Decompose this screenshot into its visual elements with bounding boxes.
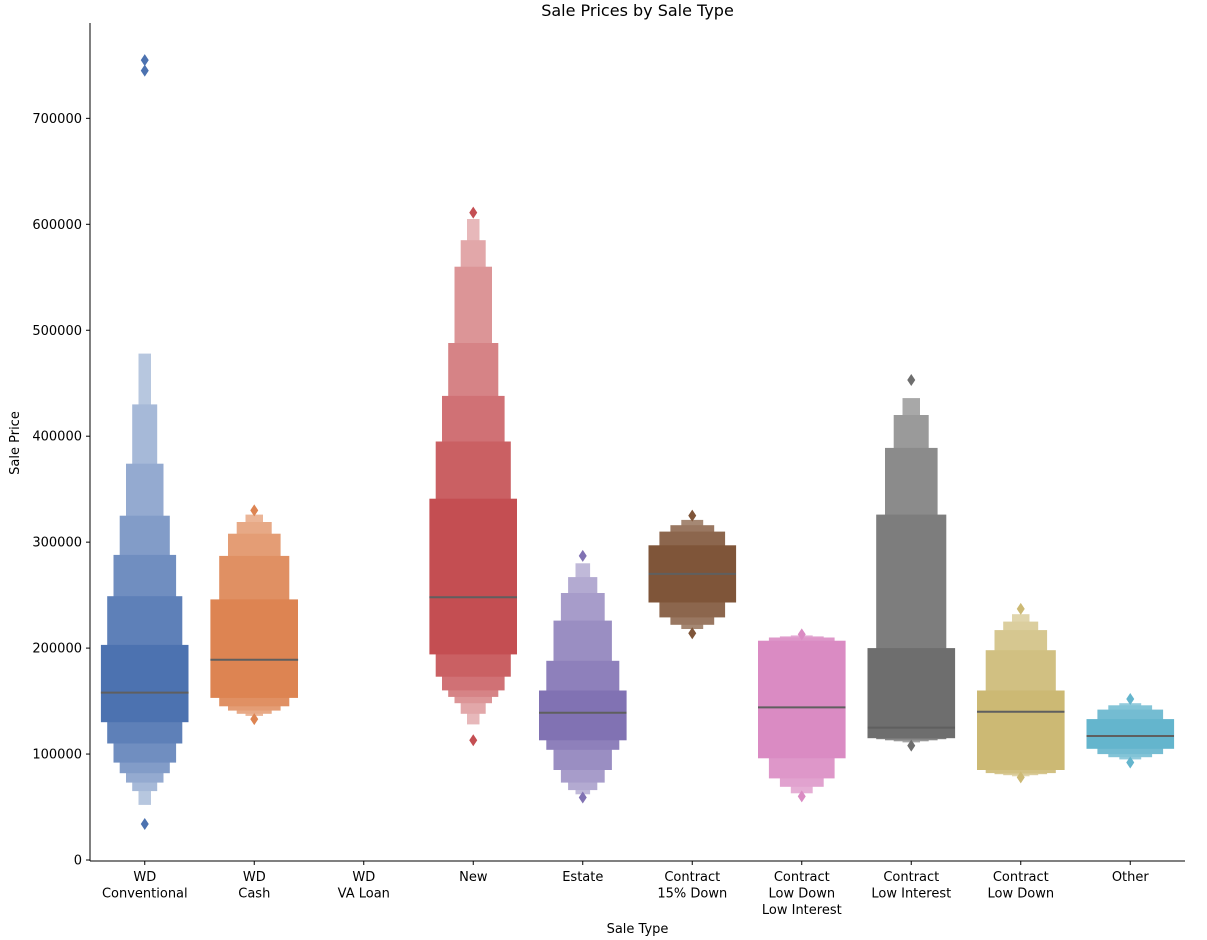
y-tick-label: 300000: [32, 536, 82, 551]
category-group: [100, 54, 189, 830]
outlier-point: [1016, 771, 1025, 784]
boxen-box: [539, 690, 627, 741]
x-tick-label: Cash: [238, 887, 270, 902]
category-group: [539, 549, 627, 804]
boxen-box: [977, 690, 1065, 770]
boxen-box: [1086, 719, 1175, 749]
x-tick-label: Other: [1112, 870, 1150, 885]
outlier-point: [578, 791, 587, 804]
axes: WD Conventional WD Cash WD VA Loan New Estate Co…: [32, 23, 1185, 918]
boxen-box: [867, 648, 956, 739]
x-tick-label: Contract: [664, 870, 720, 885]
y-tick-label: 100000: [32, 748, 82, 763]
outlier-point: [578, 549, 587, 562]
outlier-point: [469, 734, 478, 747]
outlier-point: [797, 790, 806, 803]
x-tick-label: Contract: [993, 870, 1049, 885]
outlier-point: [688, 627, 697, 640]
boxen-box: [429, 498, 517, 655]
y-tick-label: 700000: [32, 112, 82, 127]
category-group: [210, 504, 299, 726]
category-group: [977, 602, 1065, 784]
x-tick-label: VA Loan: [338, 887, 390, 902]
x-tick-label: 15% Down: [657, 887, 727, 902]
outlier-point: [1126, 756, 1135, 769]
outlier-point: [250, 713, 259, 726]
x-tick-label: Low Down: [988, 887, 1055, 902]
category-group: [758, 628, 846, 803]
category-group: [648, 509, 737, 640]
category-group: [1086, 692, 1175, 769]
y-tick-label: 600000: [32, 218, 82, 233]
y-tick-label: 500000: [32, 324, 82, 339]
y-tick-label: 400000: [32, 430, 82, 445]
x-tick-label: Contract: [883, 870, 939, 885]
category-group: [429, 206, 517, 747]
x-tick-label: WD: [352, 870, 375, 885]
outlier-point: [907, 374, 916, 387]
outlier-point: [797, 628, 806, 641]
category-group: [867, 374, 956, 752]
outlier-point: [140, 54, 149, 67]
outlier-point: [1126, 692, 1135, 705]
x-tick-label: Low Interest: [762, 903, 842, 918]
x-tick-label: WD: [133, 870, 156, 885]
outlier-point: [469, 206, 478, 219]
y-tick-label: 0: [74, 854, 82, 869]
x-tick-label: New: [459, 870, 488, 885]
outlier-point: [688, 509, 697, 522]
x-tick-label: Low Down: [769, 887, 836, 902]
outlier-point: [250, 504, 259, 517]
boxen-box: [210, 599, 298, 698]
outlier-point: [1016, 602, 1025, 615]
outlier-point: [140, 64, 149, 77]
y-tick-label: 200000: [32, 642, 82, 657]
x-tick-label: Conventional: [102, 887, 188, 902]
x-tick-label: Contract: [774, 870, 830, 885]
x-tick-label: Estate: [562, 870, 603, 885]
outlier-point: [907, 739, 916, 752]
x-tick-label: WD: [243, 870, 266, 885]
x-axis-label: Sale Type: [607, 922, 669, 937]
boxen-box: [758, 640, 846, 759]
y-axis-label: Sale Price: [8, 411, 23, 475]
chart-title: Sale Prices by Sale Type: [541, 1, 734, 20]
plot-area: [100, 54, 1175, 830]
x-tick-label: Low Interest: [871, 887, 951, 902]
outlier-point: [140, 817, 149, 830]
boxen-box: [100, 644, 189, 723]
